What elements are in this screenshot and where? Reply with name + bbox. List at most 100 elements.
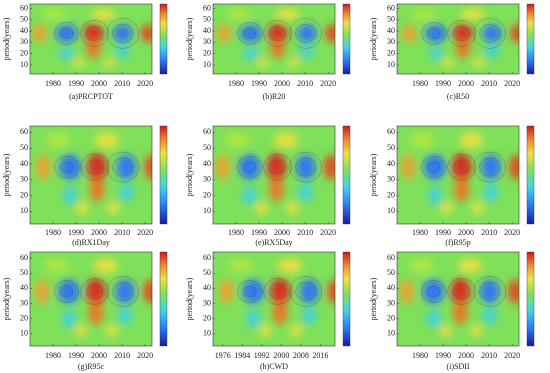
y-tick-label: 20 bbox=[203, 314, 211, 323]
field-blob bbox=[428, 46, 444, 61]
y-tick-label: 60 bbox=[203, 253, 211, 262]
contour-line bbox=[453, 284, 470, 299]
y-axis-label: period(years) bbox=[2, 277, 11, 320]
contour-line bbox=[289, 151, 322, 183]
y-tick-label: 10 bbox=[20, 60, 28, 69]
x-tick-label: 2010 bbox=[481, 351, 497, 360]
y-tick-label: 50 bbox=[20, 15, 28, 24]
contour-line bbox=[447, 278, 476, 305]
y-tick-label: 10 bbox=[20, 329, 28, 338]
field-blob bbox=[58, 279, 81, 304]
colorbar bbox=[526, 125, 535, 225]
contour-line bbox=[106, 18, 139, 49]
field-blob bbox=[32, 24, 48, 43]
x-tick-label: 1984 bbox=[234, 351, 250, 360]
field-blob bbox=[228, 258, 254, 274]
field-blob bbox=[94, 132, 120, 149]
y-tick-label: 40 bbox=[20, 26, 28, 35]
field-blobs bbox=[215, 132, 335, 215]
panel-caption: (f)R95p bbox=[445, 238, 470, 247]
contour-line bbox=[289, 18, 322, 49]
x-tick-label: 2010 bbox=[114, 351, 130, 360]
field-blobs bbox=[216, 8, 335, 68]
field-blob bbox=[297, 24, 317, 43]
y-tick-label: 40 bbox=[387, 159, 395, 168]
y-tick-label: 20 bbox=[387, 190, 395, 199]
field-blob bbox=[274, 132, 299, 149]
field-blob bbox=[117, 306, 133, 325]
field-blob bbox=[324, 154, 335, 180]
colorbar bbox=[342, 251, 351, 347]
panel: 10 20 30 40 50 60 1980 1990 2000 2010 2020 period(y… bbox=[185, 125, 351, 247]
field-blob bbox=[453, 300, 468, 325]
x-tick-label: 2020 bbox=[320, 228, 336, 237]
contour-line bbox=[473, 18, 506, 49]
x-tick-label: 2000 bbox=[273, 351, 289, 360]
field-blob bbox=[510, 24, 519, 43]
x-tick-label: 2020 bbox=[504, 228, 520, 237]
field-blob bbox=[409, 258, 434, 274]
contour-line bbox=[243, 286, 256, 297]
field-blob bbox=[86, 277, 106, 306]
plot-frame bbox=[29, 251, 153, 347]
field-blob bbox=[287, 58, 300, 68]
contour-line bbox=[243, 28, 256, 39]
field-blob bbox=[216, 24, 232, 43]
field-blob bbox=[298, 182, 314, 202]
x-tick-label: 2020 bbox=[137, 228, 153, 237]
field-blob bbox=[103, 58, 116, 68]
field-blob bbox=[422, 279, 445, 304]
contour-field bbox=[30, 4, 152, 74]
contour-line bbox=[112, 282, 133, 301]
x-tick-label: 2020 bbox=[137, 351, 153, 360]
y-axis-label: period(years) bbox=[2, 17, 11, 60]
colorbar bbox=[159, 125, 168, 225]
contour-line bbox=[269, 284, 286, 299]
contour-line bbox=[473, 276, 506, 307]
field-blobs bbox=[400, 132, 519, 215]
contour-line bbox=[237, 22, 262, 45]
y-axis-label: period(years) bbox=[2, 153, 11, 196]
contour-field bbox=[397, 252, 519, 346]
contour-line bbox=[54, 22, 79, 45]
contour-line bbox=[453, 26, 470, 41]
x-tick-label: 2010 bbox=[114, 79, 130, 88]
y-tick-label: 50 bbox=[387, 143, 395, 152]
field-blob bbox=[119, 182, 134, 202]
field-blob bbox=[255, 201, 268, 215]
field-blob bbox=[256, 58, 270, 68]
y-tick-label: 30 bbox=[387, 175, 395, 184]
field-blob bbox=[215, 154, 231, 180]
plot-frame bbox=[212, 3, 336, 75]
y-tick-label: 20 bbox=[20, 314, 28, 323]
y-tick-label: 20 bbox=[203, 190, 211, 199]
y-tick-label: 10 bbox=[203, 206, 211, 215]
field-blob bbox=[89, 176, 105, 202]
y-axis-label: period(years) bbox=[185, 153, 194, 196]
y-tick-label: 60 bbox=[20, 127, 28, 136]
colorbar bbox=[159, 251, 168, 347]
y-tick-label: 30 bbox=[20, 37, 28, 46]
y-tick-label: 60 bbox=[203, 3, 211, 12]
panel-caption: (a)PRCPTOT bbox=[69, 92, 113, 101]
field-blobs bbox=[399, 258, 519, 337]
x-tick-label: 1990 bbox=[435, 79, 451, 88]
x-tick-label: 2010 bbox=[481, 79, 497, 88]
contour-field bbox=[213, 4, 335, 74]
contour-line bbox=[112, 24, 133, 43]
field-blob bbox=[439, 324, 452, 337]
field-blob bbox=[451, 152, 472, 182]
field-blob bbox=[238, 154, 261, 180]
x-tick-label: 1980 bbox=[412, 351, 428, 360]
y-tick-label: 50 bbox=[203, 143, 211, 152]
panel-caption: (h)CWD bbox=[260, 362, 288, 371]
field-blob bbox=[410, 132, 435, 149]
contour-line bbox=[54, 280, 79, 303]
field-blob bbox=[455, 40, 471, 59]
y-tick-label: 30 bbox=[20, 175, 28, 184]
x-tick-label: 2000 bbox=[458, 79, 474, 88]
contour-line bbox=[289, 276, 322, 307]
field-blob bbox=[76, 201, 89, 215]
field-blob bbox=[34, 279, 50, 304]
